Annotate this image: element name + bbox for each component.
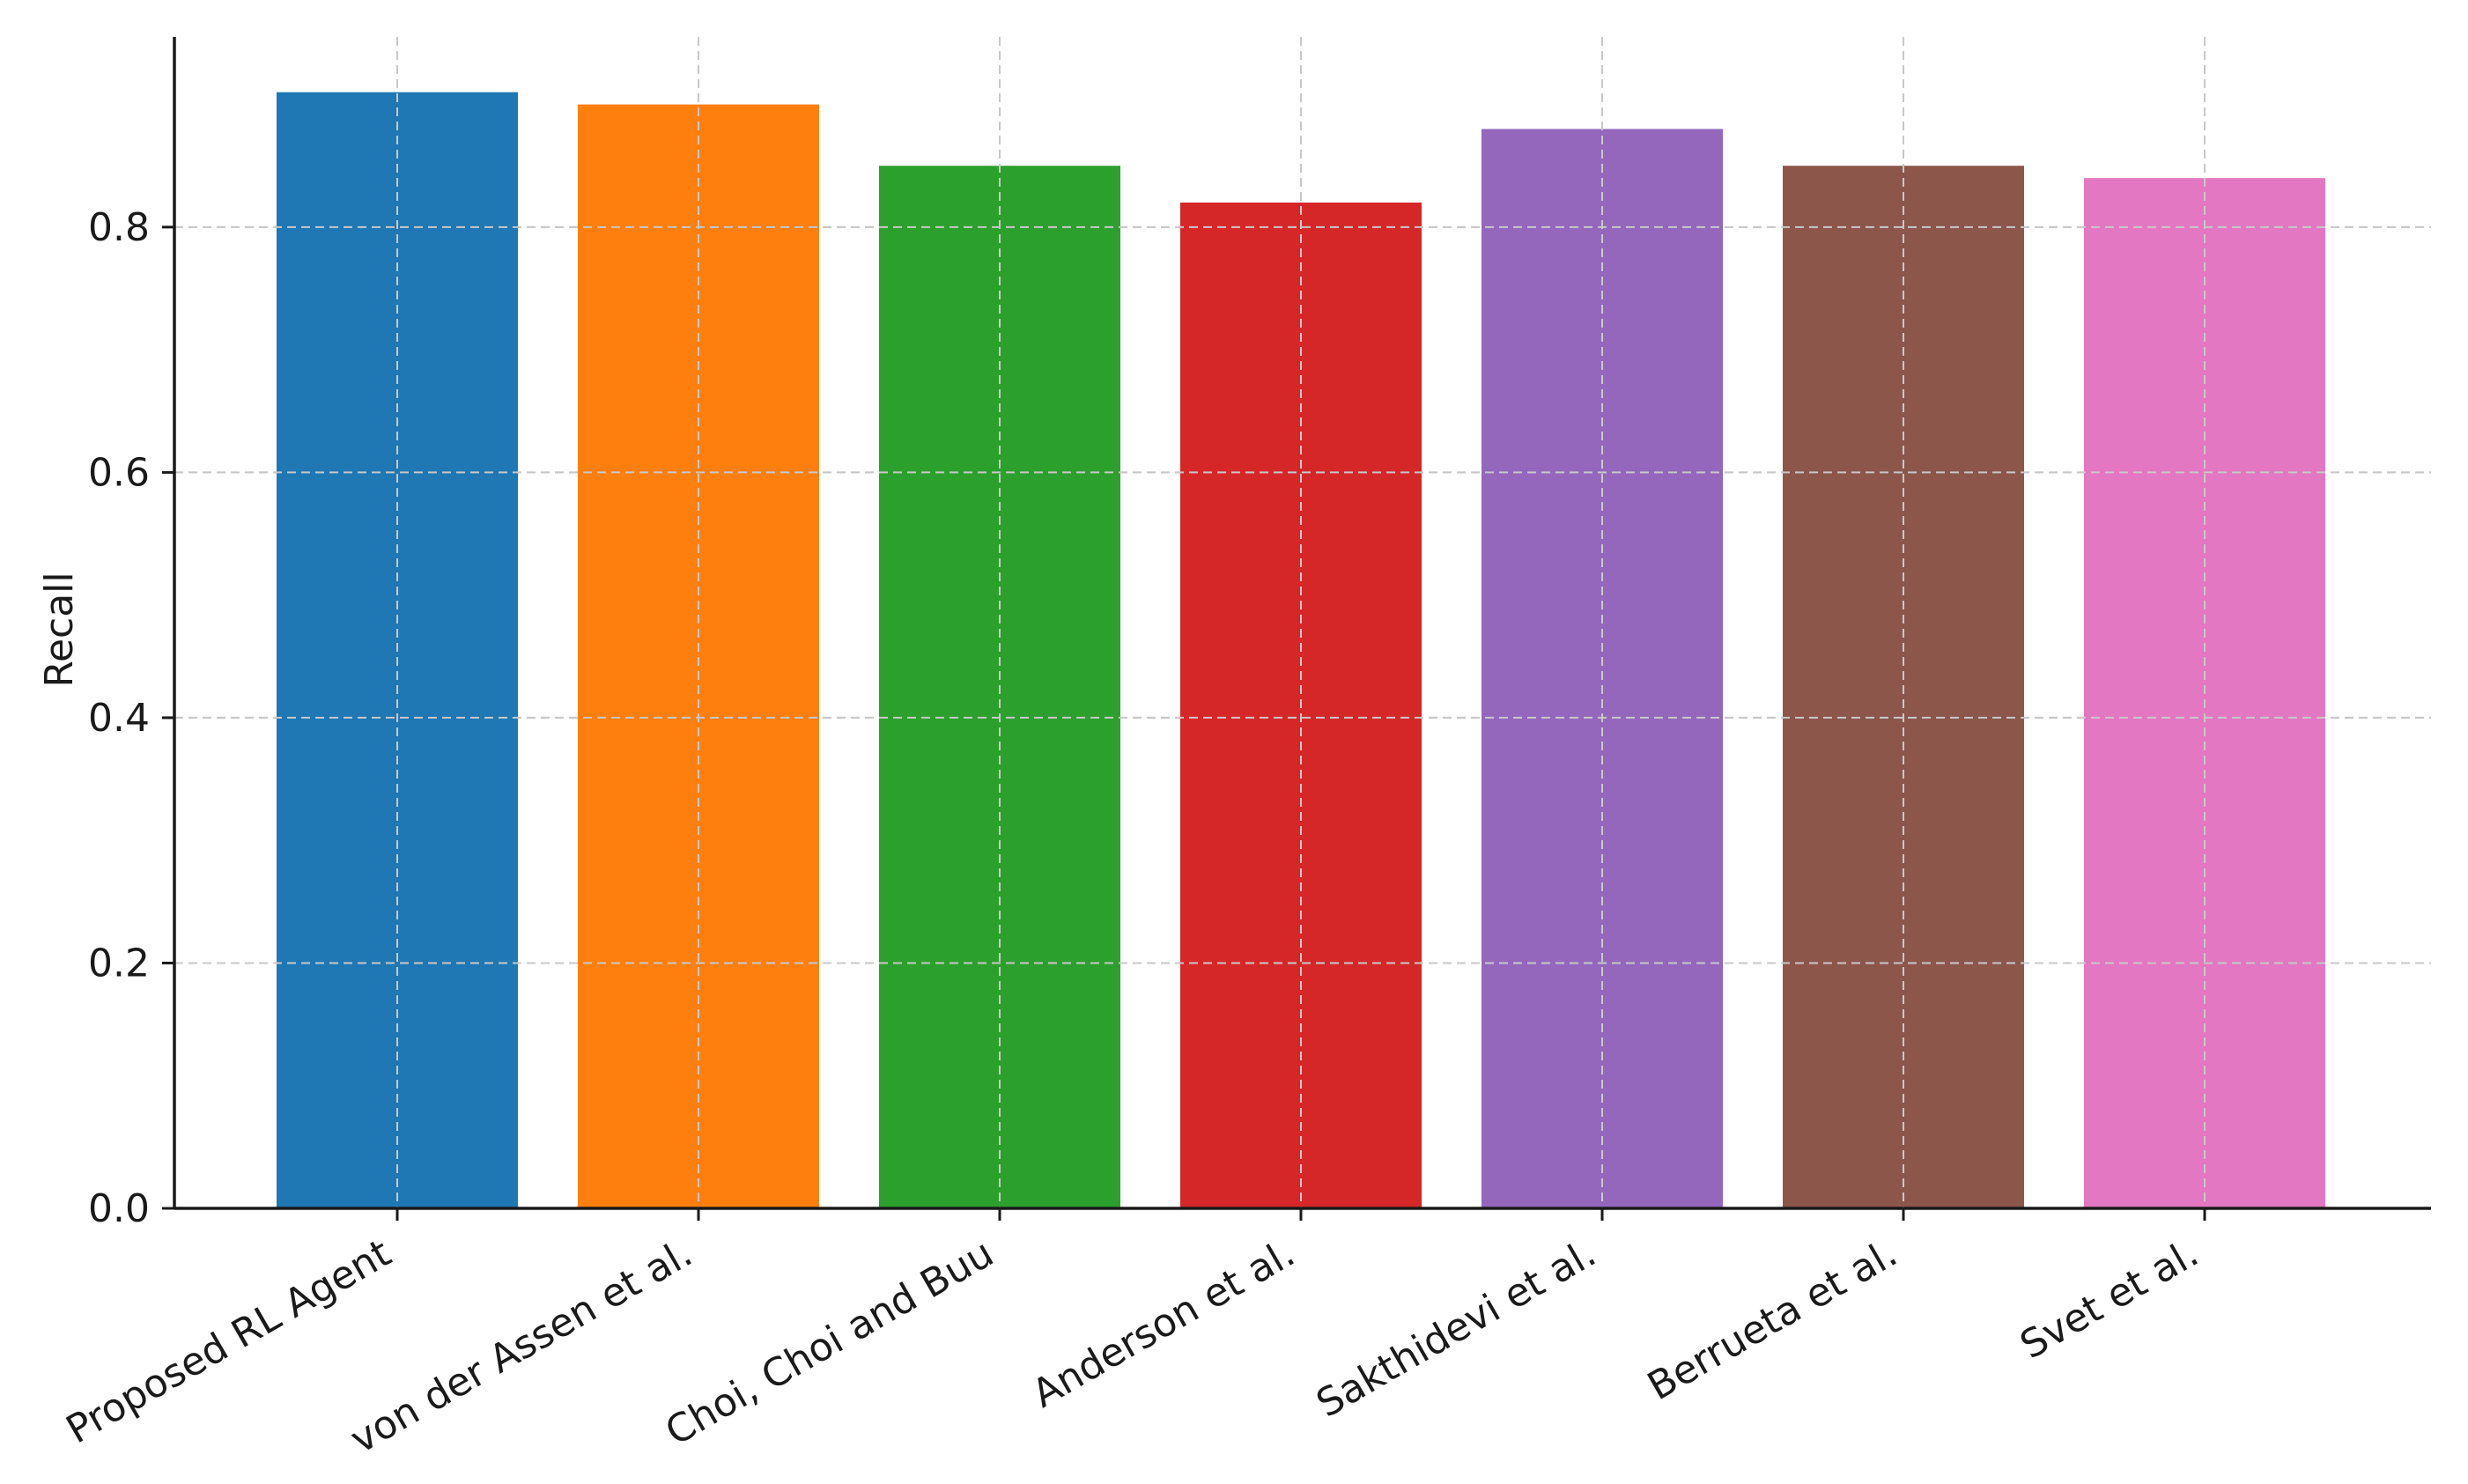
x-tick-label: Svet et al. <box>2013 1230 2206 1368</box>
axes-layer <box>162 37 2431 1221</box>
x-tick-label: Anderson et al. <box>1025 1230 1303 1416</box>
bars-layer <box>174 37 2431 1209</box>
y-tick-label: 0.2 <box>88 941 150 986</box>
y-tick-label: 0.4 <box>88 696 150 741</box>
x-tick-label: Choi, Choi and Buu <box>658 1230 1001 1454</box>
x-tick-label: Berrueta et al. <box>1640 1230 1904 1409</box>
x-tick-label: Proposed RL Agent <box>59 1230 399 1452</box>
x-tick-label: Sakthidevi et al. <box>1309 1230 1603 1426</box>
y-tick-label: 0.0 <box>88 1186 150 1231</box>
y-axis-title: Recall <box>37 572 82 687</box>
y-tick-label: 0.6 <box>88 450 150 495</box>
x-tick-label: von der Assen et al. <box>343 1230 699 1462</box>
y-tick-label: 0.8 <box>88 205 150 250</box>
